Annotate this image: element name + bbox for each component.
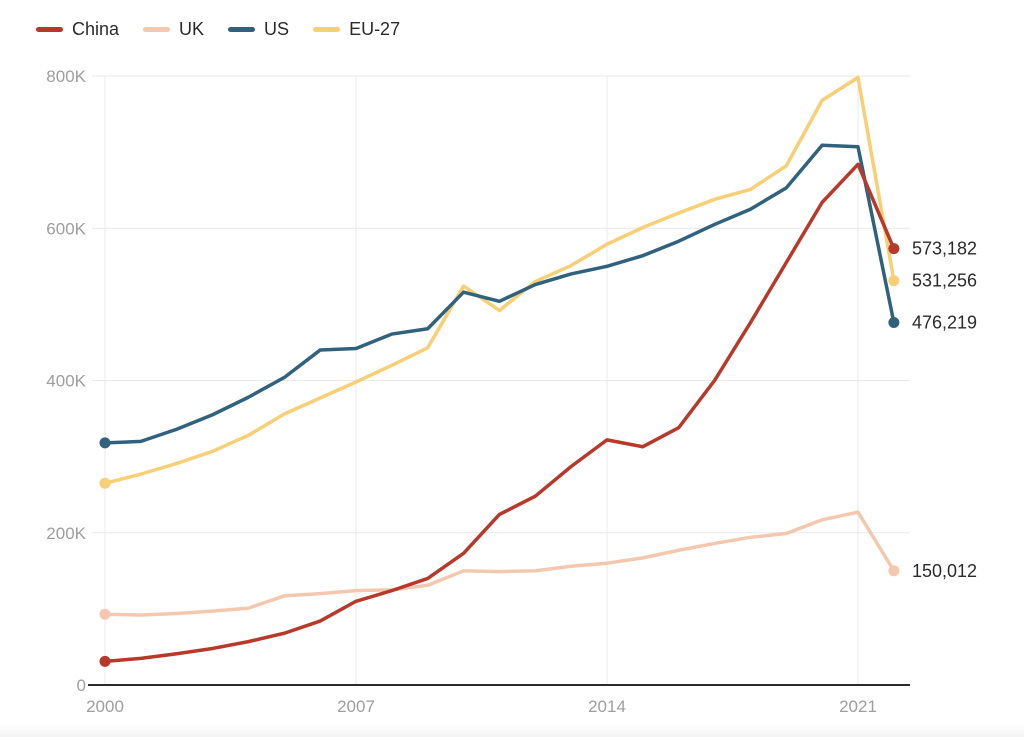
legend-label-eu27: EU-27 (349, 19, 401, 39)
end-value-label-china: 573,182 (912, 239, 977, 259)
legend-label-china: China (72, 19, 120, 39)
series-dot-us (99, 437, 111, 449)
series-line-us (103, 143, 896, 445)
y-tick-label: 0 (77, 676, 86, 695)
series-dot-china (888, 243, 900, 255)
bottom-band (0, 724, 1024, 737)
x-tick-label: 2007 (337, 697, 375, 716)
y-tick-label: 800K (46, 67, 86, 86)
series-dot-eu-27 (888, 275, 900, 287)
chart-legend: China UK US EU-27 (36, 19, 400, 40)
series-dot-uk (99, 608, 111, 620)
legend-swatch-us (228, 27, 256, 32)
series-dot-china (99, 655, 111, 667)
series-line-eu-27 (103, 75, 896, 486)
legend-item-eu27: EU-27 (313, 19, 400, 40)
legend-label-uk: UK (179, 19, 205, 39)
legend-swatch-china (36, 27, 63, 32)
x-tick-label: 2000 (86, 697, 124, 716)
end-value-label-uk: 150,012 (912, 561, 977, 581)
series-line-uk (103, 510, 896, 617)
x-tick-label: 2014 (588, 697, 626, 716)
legend-item-uk: UK (143, 19, 204, 40)
series-dot-us (888, 316, 900, 328)
end-value-label-us: 476,219 (912, 312, 977, 332)
y-tick-label: 200K (46, 524, 86, 543)
legend-item-china: China (36, 19, 119, 40)
series-dot-eu-27 (99, 477, 111, 489)
legend-label-us: US (264, 19, 290, 39)
y-tick-label: 600K (46, 219, 86, 238)
legend-swatch-eu27 (313, 27, 341, 32)
legend-item-us: US (228, 19, 289, 40)
y-tick-label: 400K (46, 372, 86, 391)
end-value-label-eu-27: 531,256 (912, 271, 977, 291)
series-line-china (103, 162, 896, 664)
legend-swatch-uk (143, 27, 171, 32)
series-dot-uk (888, 565, 900, 577)
x-tick-label: 2021 (839, 697, 877, 716)
